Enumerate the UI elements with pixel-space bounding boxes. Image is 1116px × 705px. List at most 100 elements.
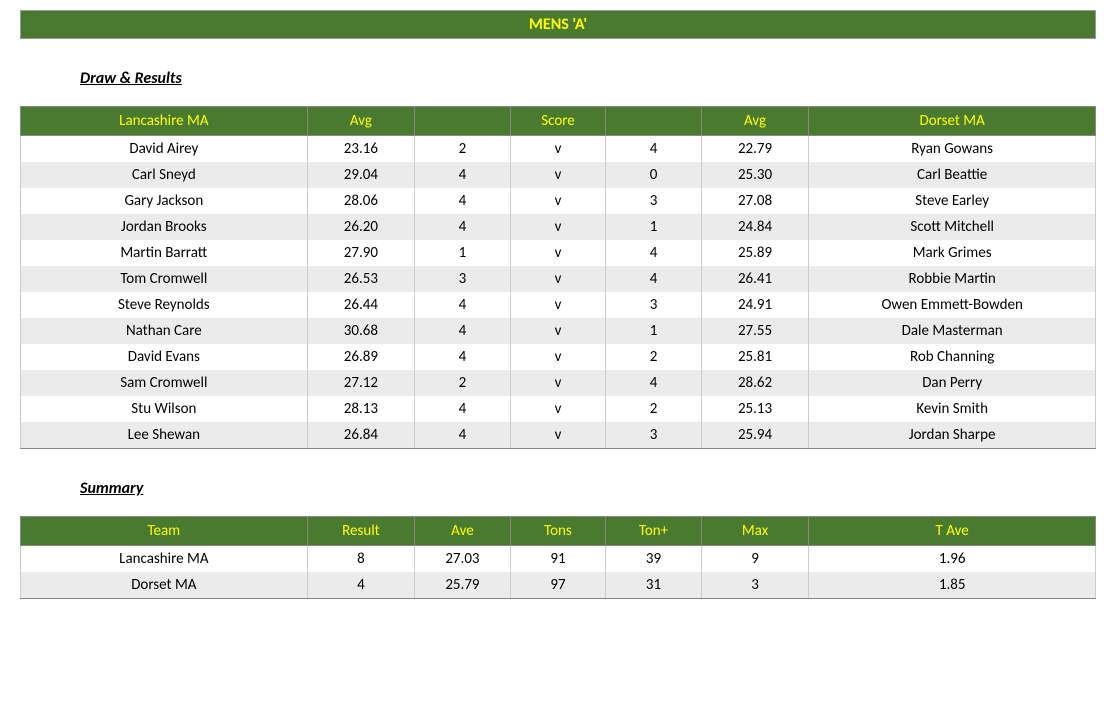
avg-a: 26.89	[307, 344, 415, 370]
player-b: Mark Grimes	[809, 240, 1096, 266]
header-score-blank-right	[606, 107, 702, 136]
header-avg-b: Avg	[701, 107, 809, 136]
table-row: Dorset MA425.79973131.85	[21, 572, 1096, 599]
score-a: 4	[415, 162, 511, 188]
summary-team: Dorset MA	[21, 572, 308, 599]
draw-results-heading: Draw & Results	[80, 69, 1096, 88]
summary-tave: 1.85	[809, 572, 1096, 599]
player-b: Kevin Smith	[809, 396, 1096, 422]
vs: v	[510, 266, 606, 292]
player-a: Steve Reynolds	[21, 292, 308, 318]
avg-b: 28.62	[701, 370, 809, 396]
avg-b: 27.08	[701, 188, 809, 214]
player-b: Dan Perry	[809, 370, 1096, 396]
summary-team: Lancashire MA	[21, 546, 308, 573]
table-row: Tom Cromwell26.533v426.41Robbie Martin	[21, 266, 1096, 292]
score-a: 4	[415, 318, 511, 344]
vs: v	[510, 188, 606, 214]
avg-b: 25.30	[701, 162, 809, 188]
table-row: Stu Wilson28.134v225.13Kevin Smith	[21, 396, 1096, 422]
avg-a: 29.04	[307, 162, 415, 188]
results-header-row: Lancashire MA Avg Score Avg Dorset MA	[21, 107, 1096, 136]
player-a: Sam Cromwell	[21, 370, 308, 396]
summary-tons: 97	[510, 572, 606, 599]
score-a: 4	[415, 422, 511, 449]
avg-b: 25.89	[701, 240, 809, 266]
vs: v	[510, 396, 606, 422]
player-b: Robbie Martin	[809, 266, 1096, 292]
table-row: David Airey23.162v422.79Ryan Gowans	[21, 136, 1096, 163]
player-a: Tom Cromwell	[21, 266, 308, 292]
table-row: Steve Reynolds26.444v324.91Owen Emmett-B…	[21, 292, 1096, 318]
avg-a: 27.12	[307, 370, 415, 396]
score-a: 4	[415, 188, 511, 214]
summary-ave: 25.79	[415, 572, 511, 599]
player-a: Carl Sneyd	[21, 162, 308, 188]
summary-ave: 27.03	[415, 546, 511, 573]
score-a: 2	[415, 370, 511, 396]
table-row: Martin Barratt27.901v425.89Mark Grimes	[21, 240, 1096, 266]
player-b: Steve Earley	[809, 188, 1096, 214]
avg-b: 25.13	[701, 396, 809, 422]
sheader-result: Result	[307, 517, 415, 546]
score-b: 1	[606, 214, 702, 240]
score-b: 2	[606, 344, 702, 370]
score-b: 3	[606, 422, 702, 449]
player-a: David Evans	[21, 344, 308, 370]
header-score-blank-left	[415, 107, 511, 136]
table-row: David Evans26.894v225.81Rob Channing	[21, 344, 1096, 370]
sheader-team: Team	[21, 517, 308, 546]
vs: v	[510, 136, 606, 163]
score-a: 1	[415, 240, 511, 266]
page-title: MENS 'A'	[529, 15, 587, 34]
avg-a: 28.06	[307, 188, 415, 214]
score-b: 4	[606, 240, 702, 266]
score-b: 0	[606, 162, 702, 188]
page-title-bar: MENS 'A'	[20, 10, 1096, 39]
results-table: Lancashire MA Avg Score Avg Dorset MA Da…	[20, 106, 1096, 449]
score-b: 3	[606, 188, 702, 214]
header-team-a: Lancashire MA	[21, 107, 308, 136]
player-b: Carl Beattie	[809, 162, 1096, 188]
score-b: 2	[606, 396, 702, 422]
vs: v	[510, 214, 606, 240]
summary-header-row: Team Result Ave Tons Ton+ Max T Ave	[21, 517, 1096, 546]
table-row: Jordan Brooks26.204v124.84Scott Mitchell	[21, 214, 1096, 240]
avg-a: 30.68	[307, 318, 415, 344]
vs: v	[510, 162, 606, 188]
avg-b: 27.55	[701, 318, 809, 344]
header-score: Score	[510, 107, 606, 136]
table-row: Nathan Care30.684v127.55Dale Masterman	[21, 318, 1096, 344]
player-a: Gary Jackson	[21, 188, 308, 214]
avg-a: 26.84	[307, 422, 415, 449]
summary-tons: 91	[510, 546, 606, 573]
avg-b: 22.79	[701, 136, 809, 163]
avg-a: 26.53	[307, 266, 415, 292]
score-b: 3	[606, 292, 702, 318]
score-a: 4	[415, 292, 511, 318]
score-a: 4	[415, 344, 511, 370]
player-a: David Airey	[21, 136, 308, 163]
player-a: Nathan Care	[21, 318, 308, 344]
table-row: Sam Cromwell27.122v428.62Dan Perry	[21, 370, 1096, 396]
summary-result: 8	[307, 546, 415, 573]
summary-max: 3	[701, 572, 809, 599]
vs: v	[510, 318, 606, 344]
player-b: Ryan Gowans	[809, 136, 1096, 163]
summary-table: Team Result Ave Tons Ton+ Max T Ave Lanc…	[20, 516, 1096, 599]
avg-b: 24.91	[701, 292, 809, 318]
avg-a: 28.13	[307, 396, 415, 422]
player-b: Owen Emmett-Bowden	[809, 292, 1096, 318]
summary-result: 4	[307, 572, 415, 599]
avg-b: 26.41	[701, 266, 809, 292]
avg-b: 24.84	[701, 214, 809, 240]
table-row: Gary Jackson28.064v327.08Steve Earley	[21, 188, 1096, 214]
table-row: Lancashire MA827.03913991.96	[21, 546, 1096, 573]
avg-b: 25.81	[701, 344, 809, 370]
summary-tave: 1.96	[809, 546, 1096, 573]
score-a: 3	[415, 266, 511, 292]
sheader-tave: T Ave	[809, 517, 1096, 546]
player-b: Dale Masterman	[809, 318, 1096, 344]
header-team-b: Dorset MA	[809, 107, 1096, 136]
summary-heading: Summary	[80, 479, 1096, 498]
